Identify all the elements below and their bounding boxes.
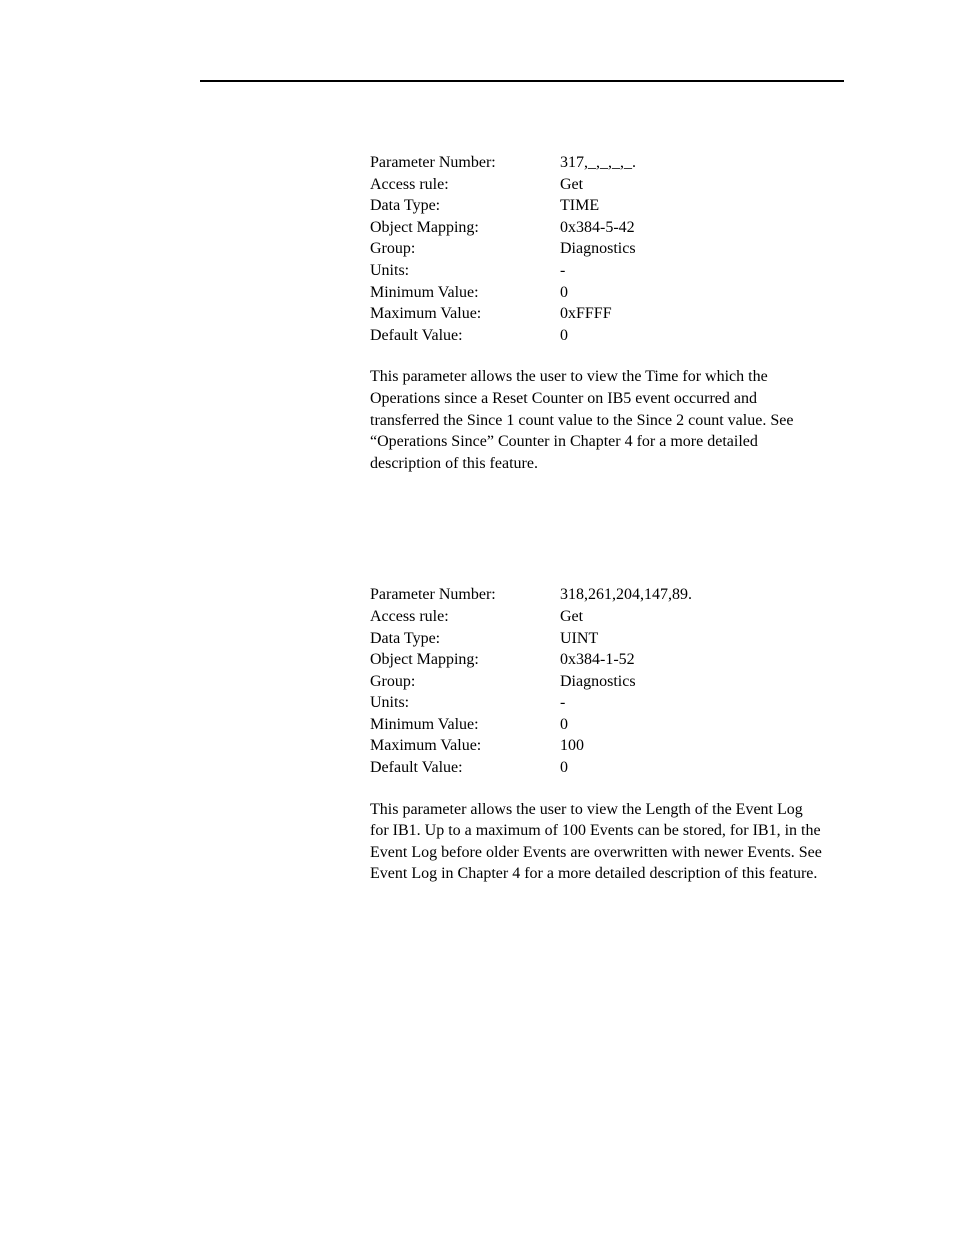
param-label: Data Type: xyxy=(370,628,560,650)
param-label: Access rule: xyxy=(370,174,560,196)
param-label: Object Mapping: xyxy=(370,649,560,671)
param-value: 0xFFFF xyxy=(560,303,824,325)
param-row: Units: - xyxy=(370,692,824,714)
param-row: Access rule: Get xyxy=(370,174,824,196)
param-value: Get xyxy=(560,606,824,628)
parameter-block-2: Parameter Number: 318,261,204,147,89. Ac… xyxy=(370,584,824,885)
param-value: UINT xyxy=(560,628,824,650)
param-value: 0x384-1-52 xyxy=(560,649,824,671)
param-label: Units: xyxy=(370,692,560,714)
param-row: Access rule: Get xyxy=(370,606,824,628)
param-row: Group: Diagnostics xyxy=(370,671,824,693)
param-row: Group: Diagnostics xyxy=(370,238,824,260)
param-value: 0x384-5-42 xyxy=(560,217,824,239)
divider xyxy=(200,80,844,82)
param-value: 317,_,_,_,_. xyxy=(560,152,824,174)
page: Parameter Number: 317,_,_,_,_. Access ru… xyxy=(0,0,954,1005)
param-value: Diagnostics xyxy=(560,238,824,260)
param-label: Minimum Value: xyxy=(370,282,560,304)
param-row: Maximum Value: 0xFFFF xyxy=(370,303,824,325)
param-value: TIME xyxy=(560,195,824,217)
param-row: Parameter Number: 318,261,204,147,89. xyxy=(370,584,824,606)
param-row: Data Type: TIME xyxy=(370,195,824,217)
param-row: Default Value: 0 xyxy=(370,757,824,779)
param-label: Maximum Value: xyxy=(370,303,560,325)
param-label: Object Mapping: xyxy=(370,217,560,239)
param-row: Units: - xyxy=(370,260,824,282)
param-value: Diagnostics xyxy=(560,671,824,693)
param-row: Default Value: 0 xyxy=(370,325,824,347)
param-value: 0 xyxy=(560,282,824,304)
param-label: Data Type: xyxy=(370,195,560,217)
param-row: Data Type: UINT xyxy=(370,628,824,650)
param-row: Maximum Value: 100 xyxy=(370,735,824,757)
parameter-block-1: Parameter Number: 317,_,_,_,_. Access ru… xyxy=(370,152,824,474)
section-gap xyxy=(370,514,824,584)
param-label: Group: xyxy=(370,238,560,260)
param-label: Default Value: xyxy=(370,757,560,779)
param-label: Default Value: xyxy=(370,325,560,347)
param-label: Minimum Value: xyxy=(370,714,560,736)
param-value: 0 xyxy=(560,757,824,779)
param-value: - xyxy=(560,692,824,714)
param-label: Access rule: xyxy=(370,606,560,628)
param-row: Minimum Value: 0 xyxy=(370,714,824,736)
param-value: 100 xyxy=(560,735,824,757)
param-value: 0 xyxy=(560,325,824,347)
param-value: Get xyxy=(560,174,824,196)
param-label: Parameter Number: xyxy=(370,584,560,606)
param-description: This parameter allows the user to view t… xyxy=(370,366,824,474)
content-area: Parameter Number: 317,_,_,_,_. Access ru… xyxy=(370,152,824,885)
param-label: Group: xyxy=(370,671,560,693)
param-row: Minimum Value: 0 xyxy=(370,282,824,304)
param-row: Object Mapping: 0x384-1-52 xyxy=(370,649,824,671)
param-value: 0 xyxy=(560,714,824,736)
param-row: Parameter Number: 317,_,_,_,_. xyxy=(370,152,824,174)
param-label: Units: xyxy=(370,260,560,282)
param-label: Maximum Value: xyxy=(370,735,560,757)
param-label: Parameter Number: xyxy=(370,152,560,174)
param-description: This parameter allows the user to view t… xyxy=(370,799,824,885)
param-row: Object Mapping: 0x384-5-42 xyxy=(370,217,824,239)
param-value: - xyxy=(560,260,824,282)
param-value: 318,261,204,147,89. xyxy=(560,584,824,606)
